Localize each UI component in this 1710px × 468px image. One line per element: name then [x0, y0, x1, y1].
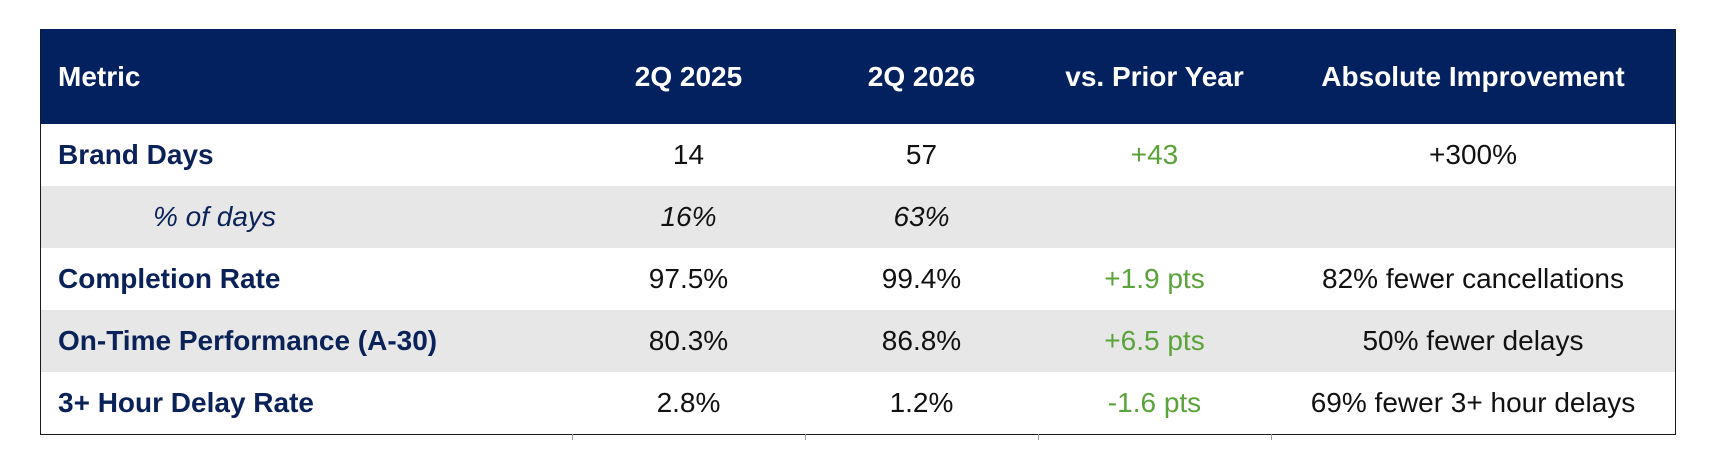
value-vs-prior-year: -1.6 pts: [1107, 387, 1202, 418]
column-divider: [1038, 434, 1039, 440]
column-header-vs-prior-year: vs. Prior Year: [1065, 60, 1244, 92]
metric-label: Completion Rate: [58, 263, 281, 294]
value-vs-prior-year: +1.9 pts: [1104, 263, 1205, 294]
column-header-2q-2026: 2Q 2026: [867, 60, 976, 92]
value-2q-2026: 86.8%: [881, 325, 962, 356]
value-2q-2026: 57: [905, 139, 938, 170]
column-header-absolute-improvement: Absolute Improvement: [1321, 60, 1625, 92]
value-absolute-improvement: 82% fewer cancellations: [1322, 263, 1624, 294]
metrics-table: Metric 2Q 2025 2Q 2026 vs. Prior Year Ab…: [41, 29, 1675, 434]
metric-label: 3+ Hour Delay Rate: [58, 387, 314, 418]
value-vs-prior-year: +43: [1130, 139, 1179, 170]
value-absolute-improvement: +300%: [1429, 139, 1517, 170]
value-2q-2025: 2.8%: [656, 387, 721, 418]
value-2q-2025: 80.3%: [648, 325, 729, 356]
metric-label: On-Time Performance (A-30): [58, 325, 438, 356]
value-vs-prior-year: +6.5 pts: [1104, 325, 1205, 356]
column-header-metric: Metric: [58, 60, 141, 92]
column-divider: [572, 434, 573, 440]
metric-label: Brand Days: [58, 139, 214, 170]
metric-label: % of days: [153, 201, 276, 232]
table-row-on-time-performance: On-Time Performance (A-30) 80.3% 86.8% +…: [41, 310, 1675, 372]
value-2q-2025: 14: [672, 139, 705, 170]
table-header-row: Metric 2Q 2025 2Q 2026 vs. Prior Year Ab…: [41, 29, 1675, 124]
column-divider: [1271, 434, 1272, 440]
value-absolute-improvement: 69% fewer 3+ hour delays: [1310, 387, 1636, 418]
value-vs-prior-year: [1038, 186, 1271, 248]
column-header-2q-2025: 2Q 2025: [634, 60, 743, 92]
value-2q-2025: 97.5%: [648, 263, 729, 294]
table-row-percent-of-days: % of days 16% 63%: [41, 186, 1675, 248]
value-2q-2025: 16%: [660, 201, 717, 232]
value-2q-2026: 1.2%: [889, 387, 954, 418]
column-divider: [805, 434, 806, 440]
value-absolute-improvement: [1271, 186, 1675, 248]
table-row-3-hour-delay-rate: 3+ Hour Delay Rate 2.8% 1.2% -1.6 pts 69…: [41, 372, 1675, 434]
value-2q-2026: 99.4%: [881, 263, 962, 294]
metrics-table-container: Metric 2Q 2025 2Q 2026 vs. Prior Year Ab…: [40, 29, 1676, 440]
table-row-brand-days: Brand Days 14 57 +43 +300%: [41, 124, 1675, 186]
value-absolute-improvement: 50% fewer delays: [1362, 325, 1584, 356]
table-row-completion-rate: Completion Rate 97.5% 99.4% +1.9 pts 82%…: [41, 248, 1675, 310]
value-2q-2026: 63%: [893, 201, 950, 232]
